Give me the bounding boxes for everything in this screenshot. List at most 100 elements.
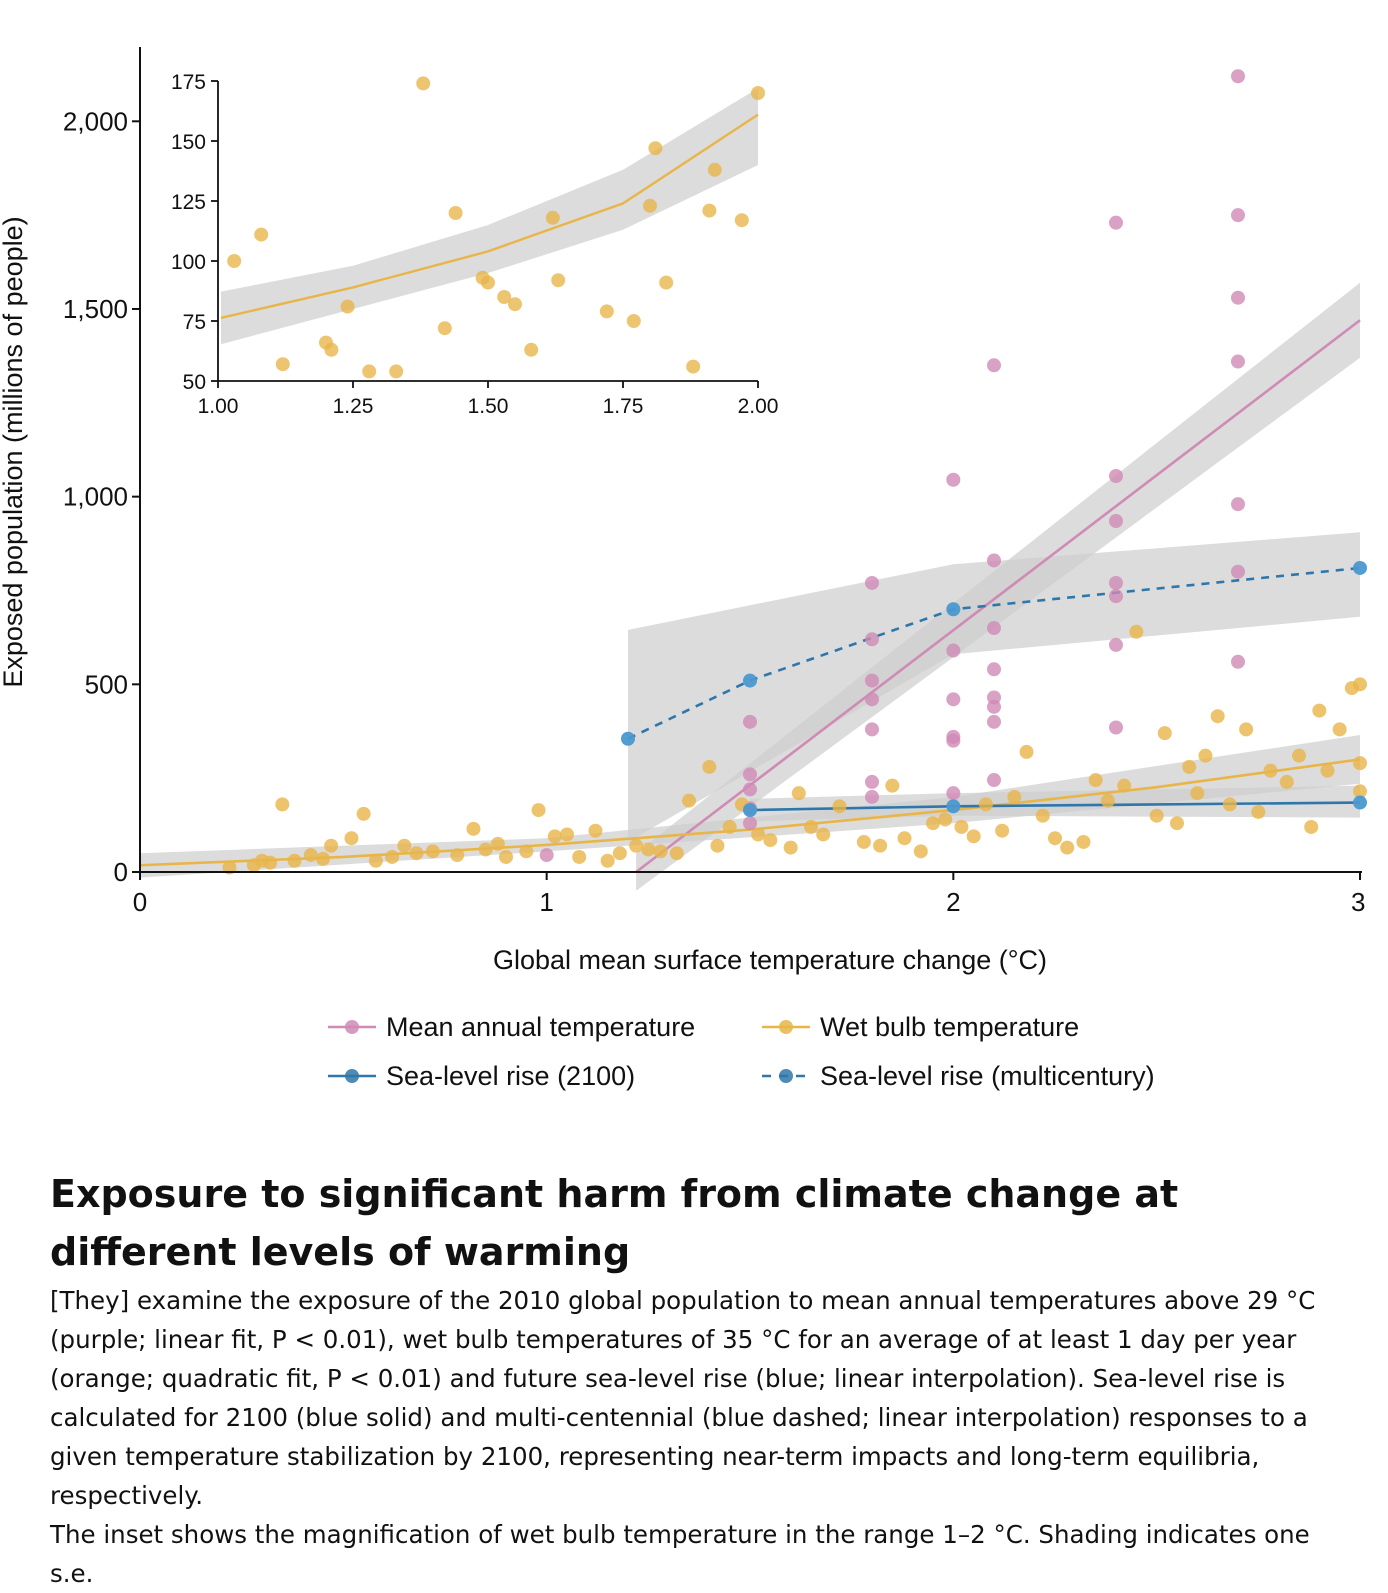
wet-bulb-temperature-point [641, 842, 656, 857]
mean-annual-temperature-point [946, 786, 961, 801]
wet-bulb-temperature-point [1048, 831, 1062, 846]
wet-bulb-temperature-point [409, 846, 424, 861]
wet-bulb-temperature-point [600, 853, 615, 868]
inset-wet-bulb-temperature-point [340, 299, 355, 314]
wet-bulb-temperature-point [856, 834, 871, 849]
legend-label-wet-bulb-temperature: Wet bulb temperature [820, 1012, 1079, 1042]
mean-annual-temperature-point [539, 848, 554, 863]
wet-bulb-temperature-point [1251, 804, 1266, 819]
wet-bulb-temperature-point [490, 836, 505, 851]
wet-bulb-temperature-point [1129, 624, 1144, 639]
x-tick-label: 1 [539, 887, 553, 917]
wet-bulb-temperature-point [1035, 808, 1050, 823]
inset-wet-bulb-temperature-point [551, 273, 566, 288]
wet-bulb-temperature-point [954, 819, 969, 834]
legend-marker-mean-annual-temperature [345, 1020, 359, 1034]
inset-wet-bulb-temperature-point [275, 357, 290, 372]
wet-bulb-temperature-point [938, 812, 953, 827]
mean-annual-temperature-point [1109, 575, 1123, 590]
mean-annual-temperature-point [743, 816, 757, 831]
wet-bulb-temperature-point [722, 819, 737, 834]
wet-bulb-temperature-point [1222, 797, 1237, 812]
wet-bulb-temperature-point [1332, 722, 1347, 737]
mean-annual-temperature-point [987, 553, 1001, 568]
inset-wet-bulb-temperature-line [221, 113, 759, 320]
main-plot: 0 500 1,000 1,500 2,000 0 1 2 3 [63, 47, 1367, 917]
wet-bulb-temperature-point [425, 844, 440, 859]
inset-wet-bulb-temperature-point [599, 304, 614, 319]
mean-annual-temperature-point [1231, 497, 1245, 512]
inset-wet-bulb-temperature-point [524, 342, 539, 357]
wet-bulb-temperature-point [913, 844, 928, 859]
inset-wet-bulb-temperature-point [416, 76, 431, 91]
chart-figure: 0 500 1,000 1,500 2,000 0 1 2 3 50 75 100 125 150 175… [0, 47, 1367, 1091]
inset-wet-bulb-temperature-point [481, 275, 495, 290]
inset-wet-bulb-temperature-point [497, 290, 512, 304]
sea-level-rise-2100-point [743, 803, 757, 818]
inset-wet-bulb-temperature-point [389, 364, 404, 379]
inset-wet-bulb-temperature-point [648, 141, 663, 156]
mean-annual-temperature-point [946, 733, 961, 748]
wet-bulb-temperature-point [450, 848, 465, 863]
wet-bulb-temperature-point [873, 838, 888, 853]
wet-bulb-temperature-point [669, 846, 684, 861]
mean-annual-temperature-point [743, 714, 757, 729]
mean-annual-temperature-point [1109, 215, 1123, 230]
inset-x-tick-label: 1.25 [333, 395, 374, 418]
wet-bulb-temperature-point [385, 849, 400, 864]
wet-bulb-temperature-point [897, 831, 912, 846]
inset-wet-bulb-temperature-band [221, 88, 758, 345]
mean-annual-temperature-point [865, 789, 879, 804]
wet-bulb-temperature-point [324, 838, 339, 853]
mean-annual-temperature-point [1231, 354, 1245, 369]
mean-annual-temperature-point [987, 773, 1001, 788]
inset-data-points [227, 76, 765, 379]
caption-title: Exposure to significant harm from climat… [50, 1172, 1179, 1274]
inset-wet-bulb-temperature-point [448, 206, 463, 220]
legend-marker-wet-bulb-temperature [779, 1020, 793, 1034]
wet-bulb-temperature-point [1117, 778, 1132, 793]
wet-bulb-temperature-point [1190, 786, 1205, 801]
wet-bulb-temperature-point [682, 793, 696, 808]
wet-bulb-temperature-point [572, 849, 587, 864]
legend: Mean annual temperature Wet bulb temperat… [328, 1012, 1155, 1091]
wet-bulb-temperature-point [547, 829, 562, 844]
inset-confidence-band [221, 88, 758, 345]
mean-annual-temperature-point [1231, 208, 1245, 223]
wet-bulb-temperature-point [1060, 840, 1075, 855]
sea-level-rise-multicentury-point [743, 673, 757, 688]
mean-annual-temperature-point [1109, 589, 1123, 604]
wet-bulb-temperature-point [1279, 774, 1294, 789]
mean-annual-temperature-line [635, 319, 1361, 874]
caption-paragraph-1: [They] examine the exposure of the 2010 … [50, 1286, 1316, 1510]
wet-bulb-temperature-point [466, 821, 481, 836]
wet-bulb-temperature-point [710, 838, 725, 853]
wet-bulb-temperature-point [1100, 793, 1115, 808]
wet-bulb-temperature-point [316, 851, 330, 866]
wet-bulb-temperature-point [560, 827, 574, 842]
inset-x-tick-label: 1.50 [468, 395, 509, 418]
inset-wet-bulb-temperature-point [545, 210, 560, 225]
inset-wet-bulb-temperature-point [227, 254, 242, 268]
wet-bulb-temperature-point [1019, 744, 1034, 759]
sea-level-rise-multicentury-point [946, 602, 961, 617]
inset-wet-bulb-temperature-point [508, 297, 522, 312]
mean-annual-temperature-point [987, 699, 1001, 714]
mean-annual-temperature-point [987, 662, 1001, 677]
sea-level-rise-multicentury-band [628, 532, 1360, 842]
inset-x-tick-label: 2.00 [738, 395, 779, 418]
sea-level-rise-2100-point [1353, 795, 1367, 810]
inset-x-tick-label: 1.00 [198, 395, 239, 418]
inset-y-tick-label: 175 [171, 71, 206, 94]
mean-annual-temperature-point [987, 714, 1001, 729]
inset-wet-bulb-temperature-point [751, 86, 765, 100]
mean-annual-temperature-point [1109, 720, 1123, 735]
inset-y-tick-label: 100 [171, 251, 206, 274]
mean-annual-temperature-point [1231, 564, 1245, 579]
mean-annual-temperature-point [1231, 654, 1245, 669]
wet-bulb-temperature-point [1210, 709, 1225, 724]
wet-bulb-temperature-point [275, 797, 290, 812]
wet-bulb-temperature-point [612, 846, 627, 861]
wet-bulb-temperature-point [1170, 816, 1184, 831]
mean-annual-temperature-point [743, 782, 757, 797]
